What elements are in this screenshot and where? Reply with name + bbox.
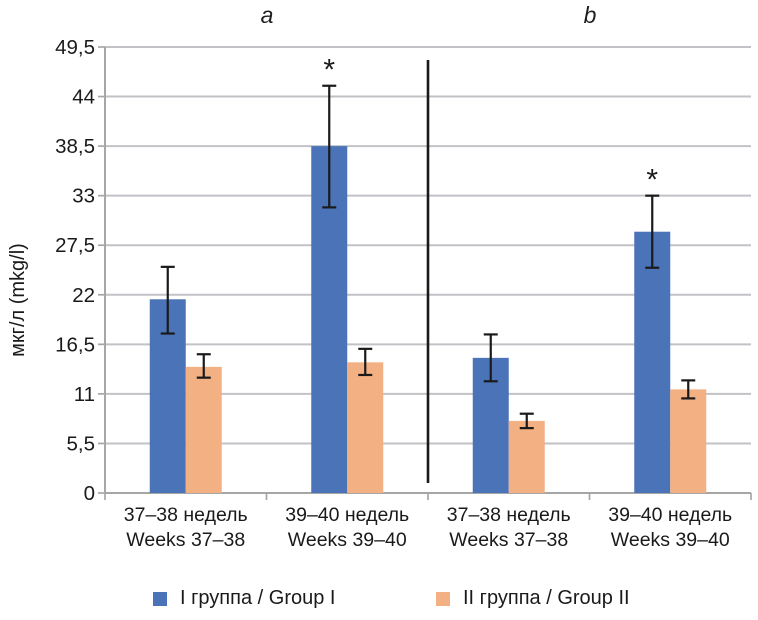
y-tick-label: 22	[72, 284, 95, 307]
y-tick-label: 44	[72, 86, 95, 109]
x-category-label-line1: 39–40 недель	[285, 504, 409, 526]
panel-label-a: a	[260, 2, 274, 28]
legend-swatch-group-i	[153, 591, 167, 606]
y-tick-label: 0	[84, 482, 95, 505]
bar	[508, 420, 545, 493]
y-tick-label: 5,5	[67, 432, 96, 455]
significance-asterisk: *	[323, 54, 335, 87]
bar	[634, 231, 671, 493]
x-category-label-line1: 37–38 недель	[447, 504, 571, 526]
x-category-label-line2: Weeks 39–40	[611, 529, 730, 551]
bar	[347, 362, 384, 493]
legend-swatch-group-ii	[436, 591, 450, 606]
y-tick-label: 38,5	[55, 135, 95, 158]
y-tick-label: 11	[74, 383, 95, 406]
legend-item-group-i: I группа / Group I	[153, 587, 335, 610]
bar	[670, 389, 707, 493]
y-tick-label: 27,5	[55, 234, 95, 257]
x-category-label-line2: Weeks 37–38	[449, 529, 568, 551]
legend-item-group-ii: II группа / Group II	[436, 587, 630, 610]
significance-asterisk: *	[646, 164, 658, 197]
x-category-label-line2: Weeks 37–38	[126, 529, 245, 551]
legend-label-group-ii: II группа / Group II	[463, 587, 630, 609]
x-category-label-line2: Weeks 39–40	[288, 529, 407, 551]
panel-label-b: b	[583, 2, 597, 28]
y-tick-label: 16,5	[55, 333, 95, 356]
x-category-label-line1: 39–40 недель	[608, 504, 732, 526]
x-category-label-line1: 37–38 недель	[124, 504, 248, 526]
y-axis-title: мкг/л (mkg/l)	[7, 243, 29, 357]
y-tick-label: 33	[72, 185, 95, 208]
legend-label-group-i: I группа / Group I	[180, 587, 336, 609]
y-tick-label: 49,5	[55, 36, 95, 59]
bar	[185, 366, 222, 493]
